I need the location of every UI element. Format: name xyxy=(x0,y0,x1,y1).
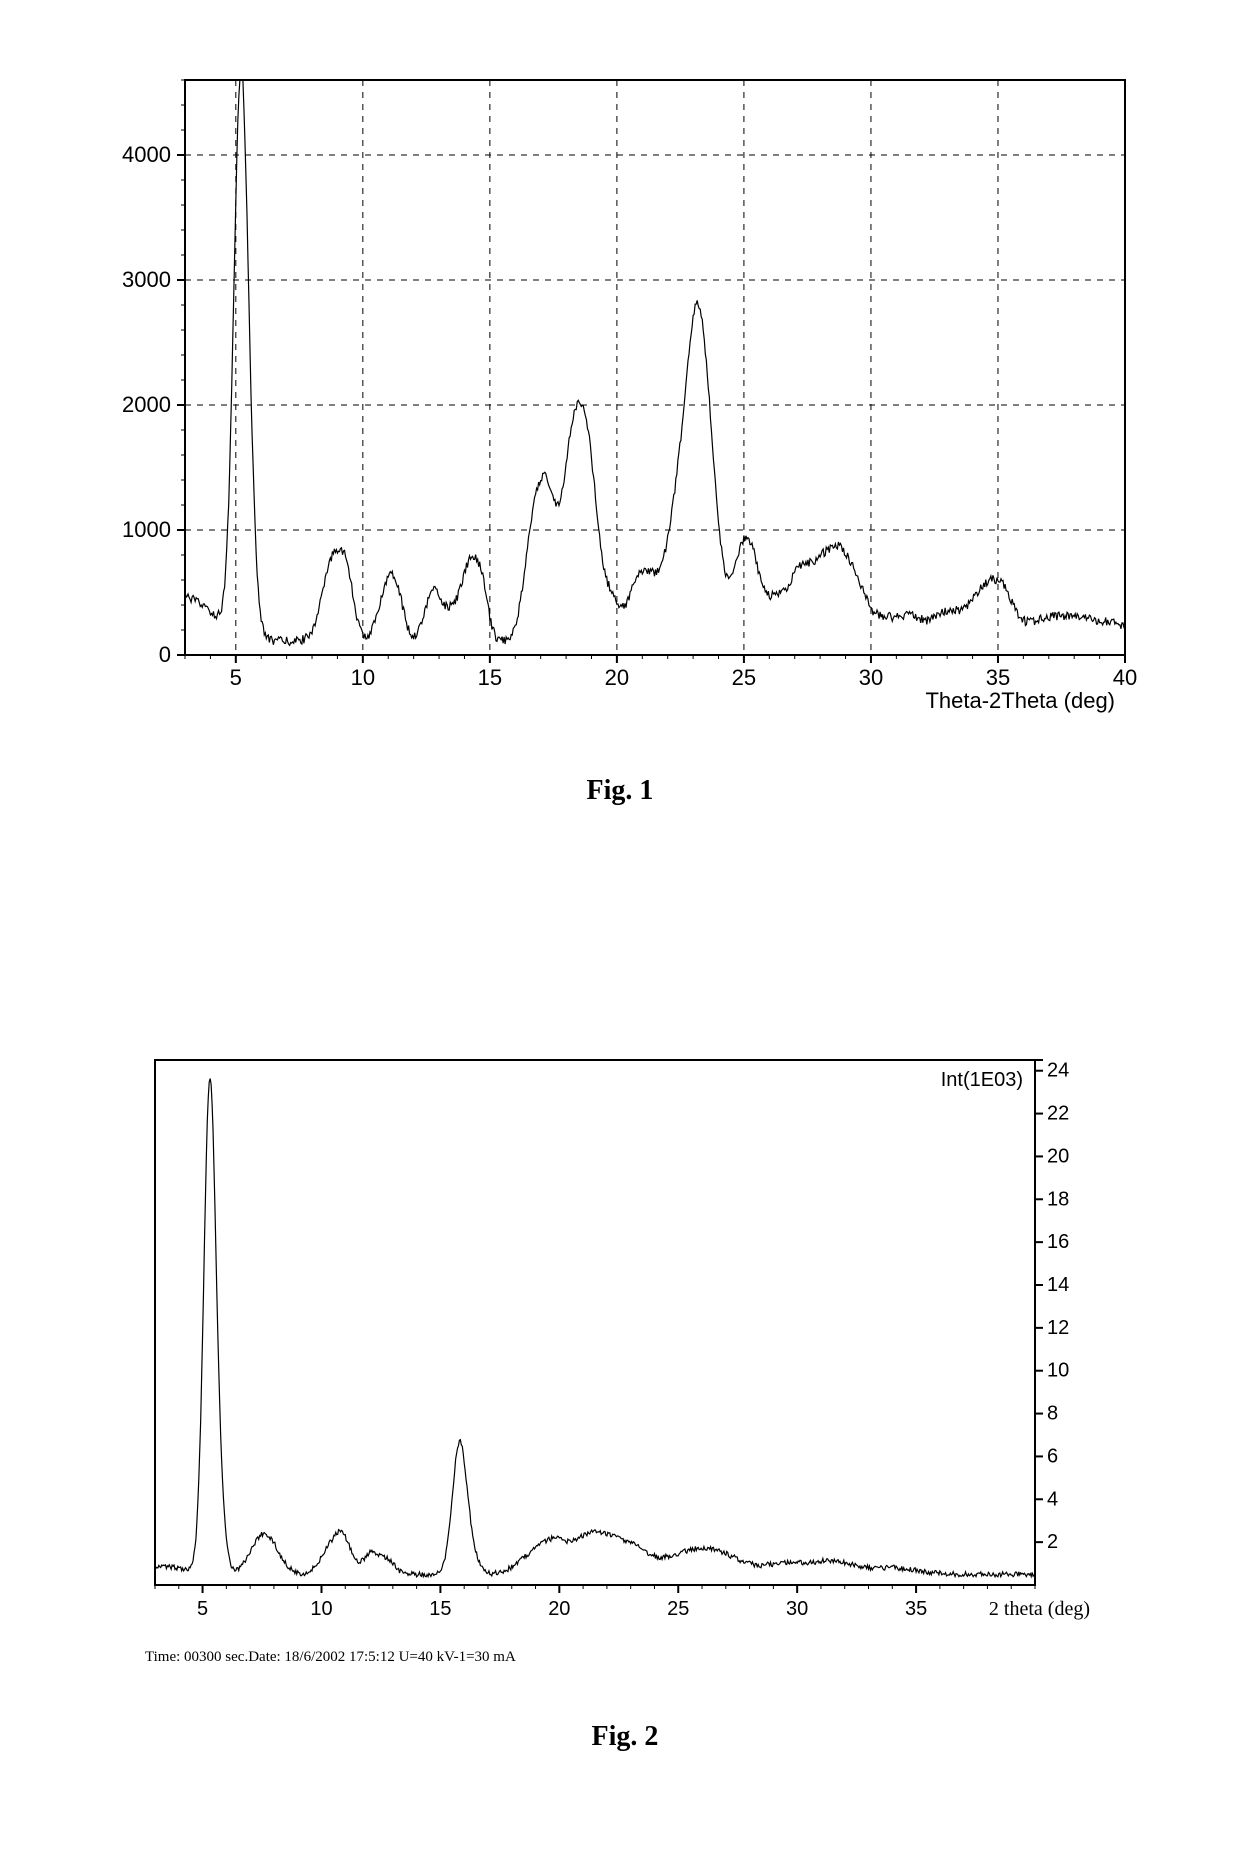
svg-text:6: 6 xyxy=(1047,1445,1058,1467)
svg-text:10: 10 xyxy=(310,1598,332,1620)
svg-text:2000: 2000 xyxy=(122,392,171,417)
figure-2: 510152025303524681012141618202224Int(1E0… xyxy=(145,1050,1105,1753)
svg-text:2: 2 xyxy=(1047,1531,1058,1553)
svg-text:14: 14 xyxy=(1047,1274,1069,1296)
svg-text:3000: 3000 xyxy=(122,267,171,292)
svg-text:30: 30 xyxy=(859,665,883,690)
svg-text:24: 24 xyxy=(1047,1060,1069,1082)
svg-text:22: 22 xyxy=(1047,1103,1069,1125)
svg-text:30: 30 xyxy=(786,1598,808,1620)
svg-text:25: 25 xyxy=(667,1598,689,1620)
svg-text:15: 15 xyxy=(429,1598,451,1620)
svg-text:35: 35 xyxy=(905,1598,927,1620)
svg-text:18: 18 xyxy=(1047,1188,1069,1210)
fig1-caption: Fig. 1 xyxy=(95,775,1145,807)
fig2-chart: 510152025303524681012141618202224Int(1E0… xyxy=(145,1050,1105,1640)
svg-text:20: 20 xyxy=(548,1598,570,1620)
svg-text:16: 16 xyxy=(1047,1231,1069,1253)
svg-text:1000: 1000 xyxy=(122,517,171,542)
svg-text:15: 15 xyxy=(478,665,502,690)
svg-text:8: 8 xyxy=(1047,1403,1058,1425)
page: 51015202530354001000200030004000 Theta-2… xyxy=(0,0,1240,1854)
svg-text:20: 20 xyxy=(1047,1145,1069,1167)
svg-text:5: 5 xyxy=(230,665,242,690)
fig1-chart: 5 10 15 20 25 30 35 40 0 1000 2000 3000 4000 xyxy=(95,70,1145,710)
fig2-caption: Fig. 2 xyxy=(145,1721,1105,1753)
svg-text:12: 12 xyxy=(1047,1317,1069,1339)
svg-text:5: 5 xyxy=(197,1598,208,1620)
svg-text:4000: 4000 xyxy=(122,142,171,167)
svg-text:40: 40 xyxy=(1113,665,1137,690)
svg-text:10: 10 xyxy=(351,665,375,690)
svg-text:Int(1E03): Int(1E03) xyxy=(941,1069,1023,1091)
svg-text:2 theta (deg): 2 theta (deg) xyxy=(989,1598,1090,1620)
figure-1: 5 10 15 20 25 30 35 40 0 1000 2000 3000 4000 Theta-2… xyxy=(95,70,1145,807)
fig2-footnote: Time: 00300 sec.Date: 18/6/2002 17:5:12 … xyxy=(145,1649,1105,1666)
svg-text:4: 4 xyxy=(1047,1488,1058,1510)
svg-text:20: 20 xyxy=(605,665,629,690)
svg-text:10: 10 xyxy=(1047,1360,1069,1382)
svg-text:35: 35 xyxy=(986,665,1010,690)
svg-text:0: 0 xyxy=(159,642,171,667)
svg-text:25: 25 xyxy=(732,665,756,690)
fig1-xlabel: Theta-2Theta (deg) xyxy=(925,688,1115,714)
